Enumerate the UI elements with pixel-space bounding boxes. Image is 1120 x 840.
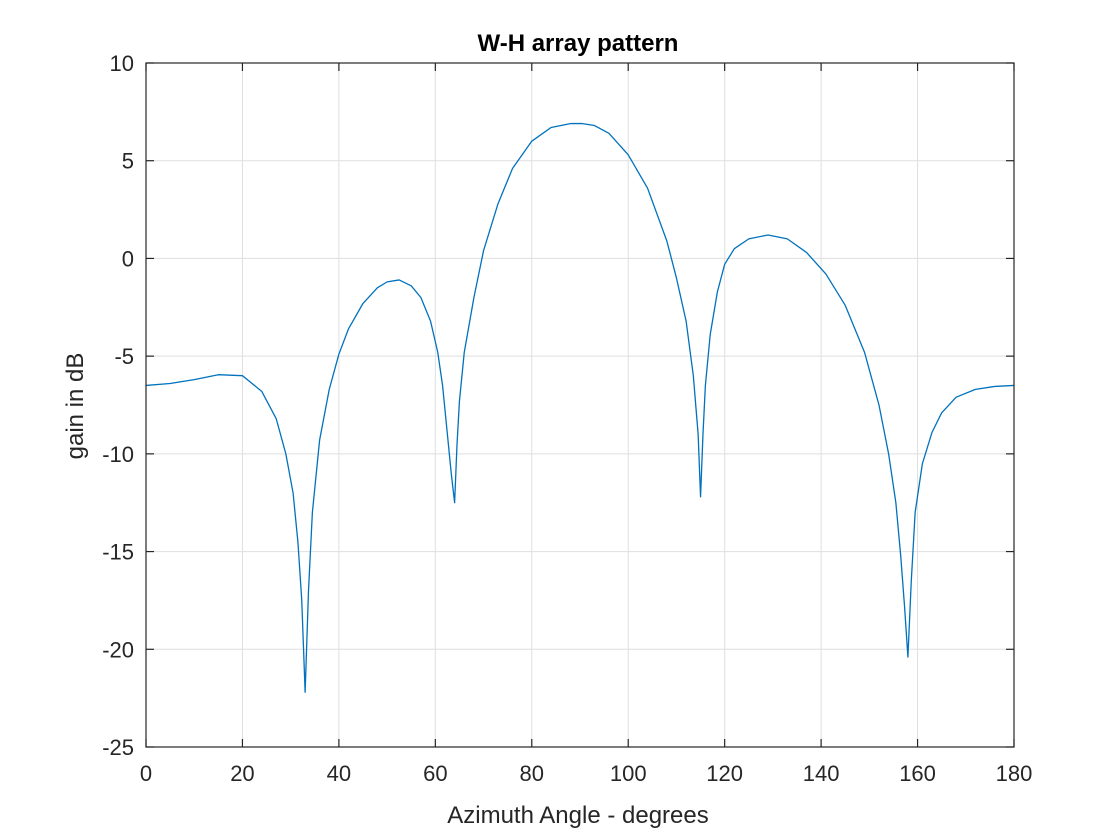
x-tick-label: 100 xyxy=(610,761,647,786)
x-tick-label: 20 xyxy=(230,761,254,786)
y-tick-label: 5 xyxy=(122,149,134,174)
x-axis-label: Azimuth Angle - degrees xyxy=(447,802,708,829)
y-tick-label: -20 xyxy=(102,637,134,662)
x-tick-label: 140 xyxy=(803,761,840,786)
y-tick-label: 0 xyxy=(122,246,134,271)
grid xyxy=(146,63,1014,747)
y-tick-label: -15 xyxy=(102,540,134,565)
y-tick-label: -10 xyxy=(102,442,134,467)
x-tick-label: 40 xyxy=(327,761,351,786)
chart-title: W-H array pattern xyxy=(478,30,679,57)
series-line xyxy=(145,122,1015,693)
y-axis-label: gain in dB xyxy=(62,353,89,460)
plot-frame xyxy=(145,62,1015,748)
x-tick-label: 60 xyxy=(423,761,447,786)
x-tick-label: 120 xyxy=(706,761,743,786)
axes xyxy=(145,62,1015,748)
x-tick-label: 0 xyxy=(140,761,152,786)
series-layer xyxy=(145,122,1015,693)
y-tick-label: 10 xyxy=(110,51,134,76)
x-tick-label: 80 xyxy=(520,761,544,786)
x-tick-label: 160 xyxy=(899,761,936,786)
x-tick-label: 180 xyxy=(996,761,1033,786)
y-tick-label: -25 xyxy=(102,735,134,760)
tick-labels: 0 20 40 60 80 100 120 140 160 180 10 5 0 -5 -10 -15 -20 -… xyxy=(102,51,1032,786)
y-tick-label: -5 xyxy=(114,344,134,369)
